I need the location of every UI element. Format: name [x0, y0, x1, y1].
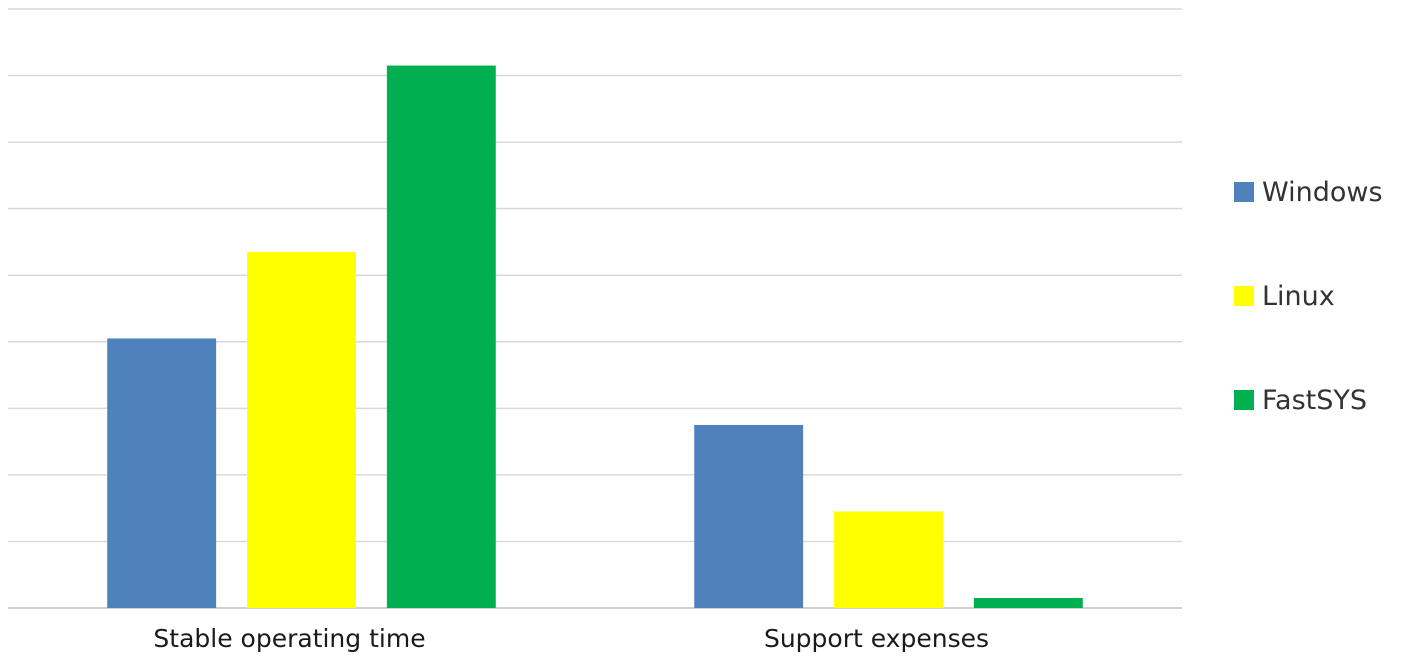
- legend-label-fastsys: FastSYS: [1262, 384, 1368, 416]
- bar-windows-1: [107, 338, 217, 608]
- legend-label-linux: Linux: [1262, 280, 1335, 312]
- bar-linux-2: [834, 511, 943, 608]
- legend-label-windows: Windows: [1262, 176, 1383, 208]
- legend-swatch-linux: [1234, 286, 1254, 306]
- legend-item-fastsys: FastSYS: [1234, 348, 1404, 452]
- legend: Windows Linux FastSYS: [1234, 140, 1404, 452]
- legend-item-windows: Windows: [1234, 140, 1404, 244]
- category-label-1: Stable operating time: [153, 624, 425, 653]
- bar-fastsys-2: [973, 598, 1083, 608]
- bar-linux-1: [247, 251, 356, 608]
- legend-swatch-windows: [1234, 182, 1254, 202]
- legend-swatch-fastsys: [1234, 390, 1254, 410]
- category-labels: Stable operating time Support expenses: [153, 624, 989, 653]
- bars: [107, 65, 1083, 609]
- bar-fastsys-1: [386, 65, 496, 609]
- legend-item-linux: Linux: [1234, 244, 1404, 348]
- category-label-2: Support expenses: [764, 624, 989, 653]
- bar-windows-2: [694, 424, 804, 608]
